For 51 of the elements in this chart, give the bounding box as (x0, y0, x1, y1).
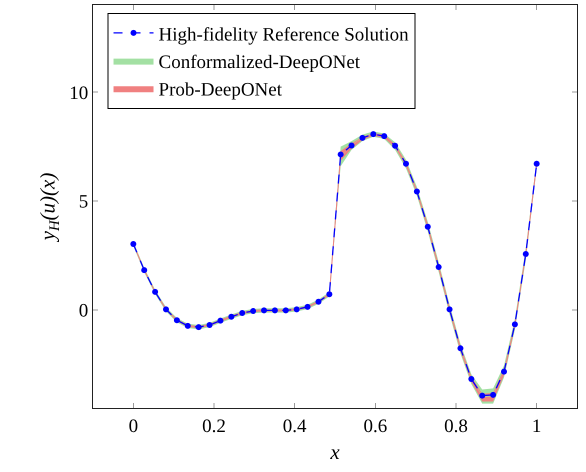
point (534, 160, 540, 167)
x-tick-label: 0.6 (363, 416, 388, 437)
point (282, 307, 289, 314)
y-tick-label: 10 (69, 82, 88, 104)
point (294, 306, 300, 312)
y-tick-label: 5 (78, 192, 88, 213)
point (130, 240, 136, 247)
point (261, 307, 268, 314)
legend-label: High-fidelity Reference Solution (158, 24, 410, 46)
point (141, 267, 148, 274)
point (304, 304, 311, 310)
x-tick-label: 0 (128, 416, 138, 437)
point (522, 250, 529, 257)
point (184, 322, 191, 329)
point (315, 298, 322, 305)
x-tick-label: 0.8 (444, 416, 468, 437)
point (436, 264, 442, 270)
point (326, 291, 332, 298)
point (359, 134, 366, 141)
x-tick-label: 0.2 (202, 416, 226, 437)
x-tick-label: 1 (532, 416, 542, 437)
legend-label: Conformalized-DeepONet (158, 52, 361, 74)
point (381, 133, 388, 140)
point (479, 392, 486, 399)
x-tick-label: 0.4 (282, 416, 308, 437)
point (370, 131, 376, 138)
point (490, 392, 496, 398)
x-axis-title: x (329, 440, 340, 464)
point (348, 142, 355, 149)
point (501, 368, 507, 375)
point (196, 324, 202, 330)
point (174, 317, 180, 324)
point (457, 345, 464, 352)
point (414, 188, 420, 194)
point (468, 376, 474, 382)
y-tick-label: 0 (78, 300, 88, 322)
point (206, 322, 213, 328)
point (272, 307, 278, 314)
point (250, 308, 256, 314)
point (163, 306, 169, 312)
point (338, 151, 344, 158)
point (228, 314, 234, 320)
point (152, 288, 158, 295)
point (512, 321, 518, 328)
point (446, 306, 453, 312)
point (402, 160, 409, 167)
point (424, 224, 431, 230)
point (239, 310, 246, 316)
point (392, 142, 398, 149)
point (217, 318, 224, 324)
legend-label: Prob-DeepONet (158, 80, 283, 101)
